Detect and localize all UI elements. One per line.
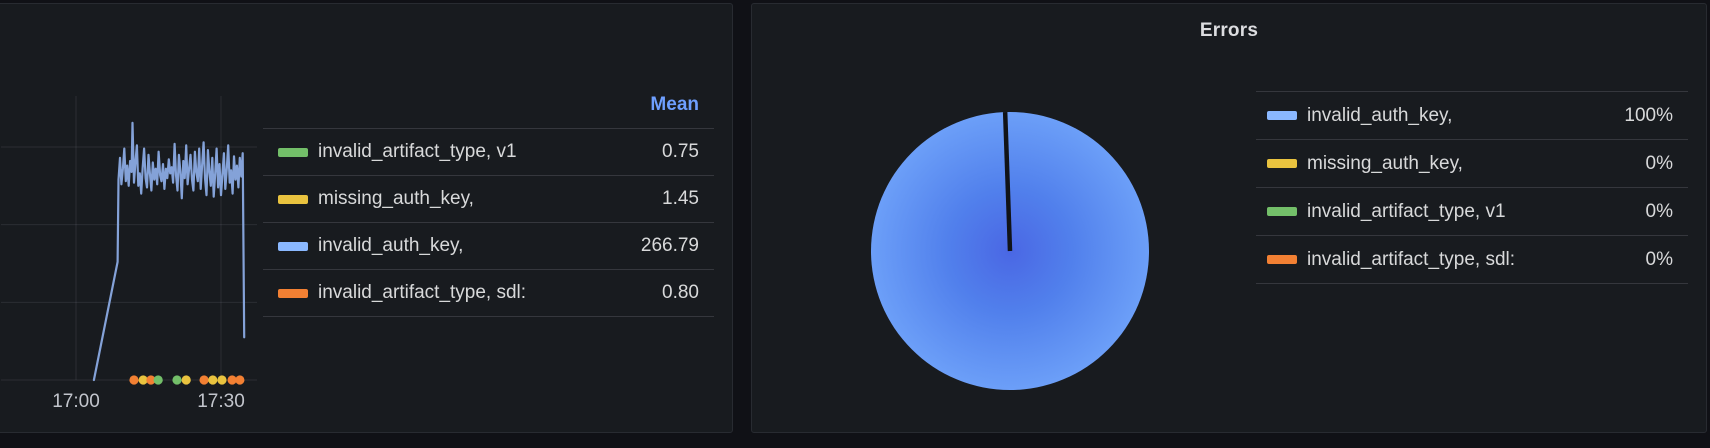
x-tick-label: 17:30 bbox=[197, 391, 245, 412]
event-dot bbox=[235, 375, 245, 385]
pie-legend: invalid_auth_key, 100% missing_auth_key,… bbox=[1256, 91, 1688, 284]
legend-series-value: 266.79 bbox=[640, 235, 699, 256]
timeseries-chart[interactable]: 17:00 17:30 bbox=[0, 4, 734, 433]
legend-series-value: 100% bbox=[1624, 104, 1673, 126]
timeseries-legend: Mean invalid_artifact_type, v1 0.75 miss… bbox=[263, 82, 714, 317]
event-dot bbox=[138, 375, 148, 385]
legend-row[interactable]: invalid_artifact_type, v1 0.75 bbox=[263, 128, 714, 175]
legend-series-label: invalid_artifact_type, sdl: bbox=[318, 282, 527, 303]
panel-title: Errors bbox=[1199, 20, 1259, 41]
legend-series-value: 1.45 bbox=[662, 188, 699, 209]
series-color-swatch bbox=[1267, 159, 1297, 168]
legend-row[interactable]: invalid_auth_key, 266.79 bbox=[263, 222, 714, 269]
legend-series-value: 0.75 bbox=[662, 141, 699, 162]
series-line bbox=[92, 121, 246, 382]
series-color-swatch bbox=[278, 194, 308, 204]
legend-series-label: invalid_auth_key, bbox=[318, 235, 464, 256]
event-dot bbox=[217, 375, 227, 385]
series-color-swatch bbox=[1267, 255, 1297, 264]
series-color-swatch bbox=[278, 241, 308, 251]
legend-series-value: 0% bbox=[1645, 248, 1673, 270]
series-color-swatch bbox=[278, 147, 308, 157]
event-dot bbox=[153, 375, 163, 385]
series-color-swatch bbox=[1267, 207, 1297, 216]
legend-series-label: invalid_artifact_type, sdl: bbox=[1307, 248, 1516, 270]
event-dot bbox=[181, 375, 191, 385]
x-tick-label: 17:00 bbox=[52, 391, 100, 412]
pie-chart[interactable] bbox=[752, 4, 1708, 433]
legend-series-value: 0.80 bbox=[662, 282, 699, 303]
pie-zero-slice-slit bbox=[1002, 112, 1013, 252]
legend-stat-header-mean[interactable]: Mean bbox=[650, 94, 699, 115]
legend-rows: invalid_artifact_type, v1 0.75 missing_a… bbox=[263, 128, 714, 317]
legend-row[interactable]: invalid_artifact_type, sdl: 0% bbox=[1256, 235, 1688, 284]
event-dot bbox=[227, 375, 237, 385]
event-dot bbox=[146, 375, 156, 385]
legend-row[interactable]: invalid_auth_key, 100% bbox=[1256, 91, 1688, 139]
legend-series-label: missing_auth_key, bbox=[1307, 152, 1463, 174]
legend-row[interactable]: missing_auth_key, 0% bbox=[1256, 139, 1688, 187]
legend-row[interactable]: invalid_artifact_type, v1 0% bbox=[1256, 187, 1688, 235]
timeseries-panel: 17:00 17:30 Mean invalid_artifact_type, v… bbox=[0, 3, 733, 433]
pie-panel: Errors invalid_auth_key, 100% missing_au… bbox=[751, 3, 1707, 433]
legend-series-value: 0% bbox=[1645, 152, 1673, 174]
event-dot bbox=[129, 375, 139, 385]
legend-series-label: missing_auth_key, bbox=[318, 188, 474, 209]
legend-series-label: invalid_auth_key, bbox=[1307, 104, 1453, 126]
event-dot bbox=[199, 375, 209, 385]
event-dot bbox=[208, 375, 218, 385]
legend-series-label: invalid_artifact_type, v1 bbox=[318, 141, 517, 162]
legend-row[interactable]: missing_auth_key, 1.45 bbox=[263, 175, 714, 222]
series-color-swatch bbox=[278, 288, 308, 298]
legend-series-value: 0% bbox=[1645, 200, 1673, 222]
event-dot bbox=[172, 375, 182, 385]
series-color-swatch bbox=[1267, 111, 1297, 120]
legend-series-label: invalid_artifact_type, v1 bbox=[1307, 200, 1506, 222]
legend-row[interactable]: invalid_artifact_type, sdl: 0.80 bbox=[263, 269, 714, 317]
legend-rows: invalid_auth_key, 100% missing_auth_key,… bbox=[1256, 91, 1688, 284]
